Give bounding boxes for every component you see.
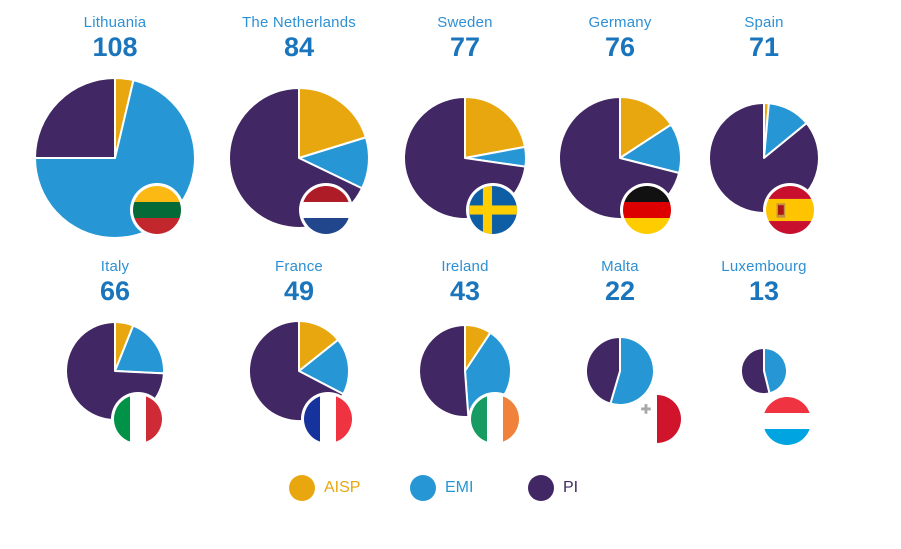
legend-item-pi: PI bbox=[528, 475, 578, 501]
country-total: 77 bbox=[449, 32, 481, 62]
country-cell-malta: Malta 22 bbox=[535, 258, 705, 494]
country-name: France bbox=[275, 258, 323, 275]
country-total: 13 bbox=[748, 276, 780, 306]
country-pie-germany bbox=[558, 96, 682, 237]
flag-malta-icon bbox=[630, 392, 684, 446]
country-name: Italy bbox=[100, 258, 130, 275]
legend-item-emi: EMI bbox=[410, 475, 473, 501]
slice-pi bbox=[740, 347, 771, 395]
legend-label-pi: PI bbox=[563, 479, 579, 496]
slice-aisp bbox=[298, 87, 367, 159]
slice-aisp bbox=[464, 96, 526, 159]
legend-label-aisp: AISP bbox=[324, 479, 361, 496]
country-pie-sweden bbox=[403, 96, 527, 237]
legend-label-emi: EMI bbox=[445, 479, 474, 496]
country-name: Malta bbox=[601, 258, 639, 275]
country-name: Germany bbox=[588, 14, 652, 31]
country-total: 66 bbox=[99, 276, 131, 306]
flag-lithuania-icon bbox=[130, 183, 184, 237]
country-cell-france: France 49 bbox=[214, 258, 384, 494]
country-name: Sweden bbox=[437, 14, 493, 31]
slice-aisp bbox=[619, 96, 673, 159]
flag-netherlands-icon bbox=[299, 183, 353, 237]
country-pie-ireland bbox=[418, 324, 522, 446]
slice-emi bbox=[298, 338, 350, 396]
slice-pi bbox=[418, 324, 470, 418]
country-name: Lithuania bbox=[83, 14, 147, 31]
country-total: 22 bbox=[604, 276, 636, 306]
country-pie-luxembourg bbox=[740, 347, 814, 448]
country-name: Luxembourg bbox=[721, 258, 807, 275]
country-name: Ireland bbox=[441, 258, 489, 275]
flag-italy-icon bbox=[111, 392, 165, 446]
flag-germany-icon bbox=[620, 183, 674, 237]
flag-luxembourg-icon bbox=[760, 394, 814, 448]
country-cell-lithuania: Lithuania 108 bbox=[30, 14, 200, 250]
country-total: 71 bbox=[748, 32, 780, 62]
pi-swatch-icon bbox=[528, 475, 554, 501]
emi-swatch-icon bbox=[410, 475, 436, 501]
country-pie-france bbox=[248, 320, 355, 446]
aisp-swatch-icon bbox=[289, 475, 315, 501]
country-name: The Netherlands bbox=[242, 14, 356, 31]
country-total: 49 bbox=[283, 276, 315, 306]
country-cell-netherlands: The Netherlands 84 bbox=[214, 14, 384, 250]
country-cell-italy: Italy 66 bbox=[30, 258, 200, 494]
country-cell-sweden: Sweden 77 bbox=[380, 14, 550, 250]
chart-legend: AISP EMI PI bbox=[0, 475, 901, 501]
country-name: Spain bbox=[744, 14, 784, 31]
slice-emi bbox=[609, 336, 656, 406]
legend-item-aisp: AISP bbox=[289, 475, 360, 501]
country-cell-luxembourg: Luxembourg 13 bbox=[679, 258, 849, 494]
country-pie-malta bbox=[585, 336, 684, 446]
slice-pi bbox=[585, 336, 621, 405]
country-pie-netherlands bbox=[228, 87, 370, 237]
country-total: 84 bbox=[283, 32, 315, 62]
country-cell-germany: Germany 76 bbox=[535, 14, 705, 250]
country-pie-lithuania bbox=[34, 77, 196, 239]
slice-pi bbox=[34, 77, 116, 159]
slice-emi bbox=[763, 347, 788, 395]
country-total: 43 bbox=[449, 276, 481, 306]
flag-sweden-icon bbox=[466, 183, 520, 237]
country-total: 108 bbox=[92, 32, 138, 62]
country-total: 76 bbox=[604, 32, 636, 62]
country-pie-spain bbox=[708, 102, 820, 237]
country-pie-italy bbox=[65, 321, 165, 446]
slice-emi bbox=[114, 324, 165, 375]
country-cell-spain: Spain 71 bbox=[679, 14, 849, 250]
flag-spain-icon bbox=[763, 183, 817, 237]
flag-ireland-icon bbox=[468, 392, 522, 446]
flag-france-icon bbox=[301, 392, 355, 446]
country-cell-ireland: Ireland 43 bbox=[380, 258, 550, 494]
